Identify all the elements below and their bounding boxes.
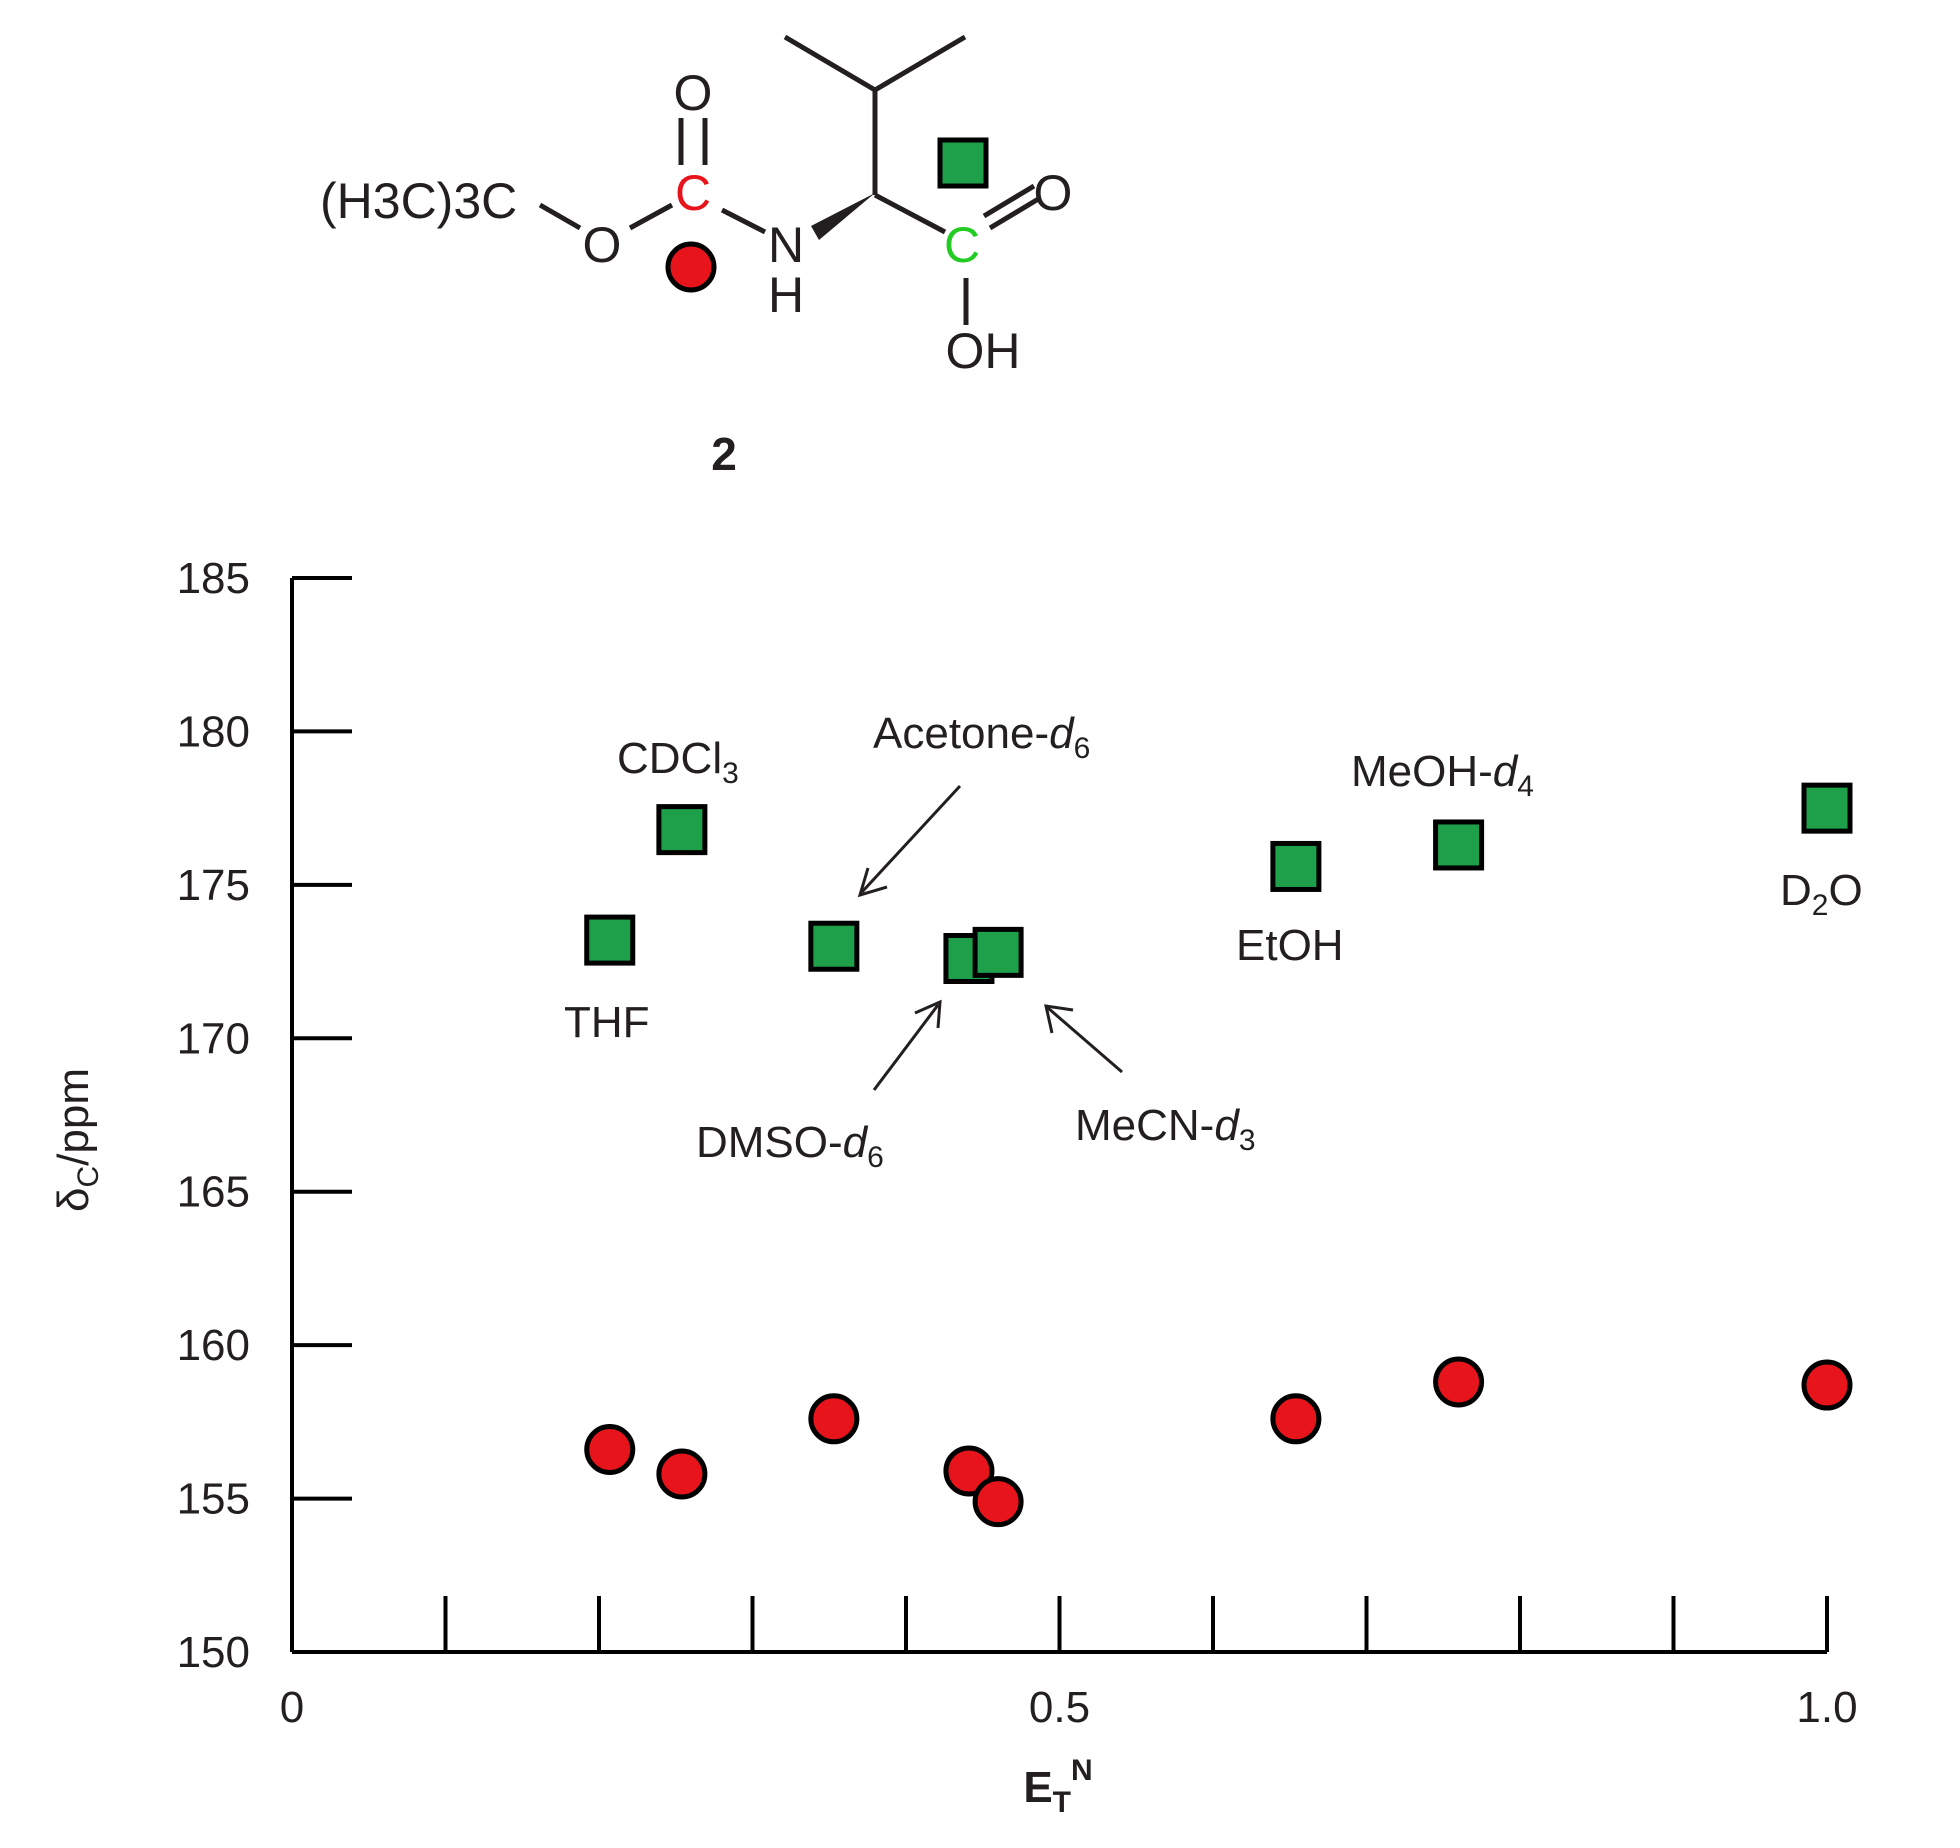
y-tick-label: 150 (177, 1628, 250, 1677)
y-tick-label: 160 (177, 1321, 250, 1370)
label-acetone: Acetone-d6 (873, 709, 1090, 765)
label-mecn: MeCN-d3 (1075, 1101, 1256, 1157)
atom-ester-o: O (583, 217, 622, 273)
boc-group-label: (H3C)3C (320, 173, 517, 229)
atom-n: N (768, 217, 804, 273)
y-tick-label: 180 (177, 707, 250, 756)
bond (988, 195, 1042, 231)
arrow-mecn (1044, 1004, 1123, 1074)
x-tick-label: 1.0 (1796, 1683, 1857, 1732)
atom-acid-c: C (944, 217, 980, 273)
data-point-square (1433, 819, 1485, 871)
label-d2o: D2O (1780, 866, 1863, 922)
atom-oh: OH (946, 323, 1021, 379)
compound-label: 2 (711, 428, 737, 480)
y-axis-title: δC/ppm (49, 1068, 105, 1212)
bond (982, 183, 1036, 219)
wedge-bond (811, 193, 875, 240)
y-tick-label: 170 (177, 1014, 250, 1063)
x-tick-label: 0.5 (1029, 1683, 1090, 1732)
y-tick-label: 165 (177, 1168, 250, 1217)
annotation-arrows (857, 784, 1123, 1091)
y-tick-label: 175 (177, 861, 250, 910)
bond (873, 34, 967, 93)
annotations: THF CDCl3 Acetone-d6 DMSO-d6 MeCN-d3 EtO… (564, 709, 1863, 1174)
label-thf: THF (564, 998, 650, 1047)
data-point-circle (1801, 1359, 1853, 1411)
chart-axes: 0 0.5 1.0 150 155 160 165 170 175 180 185 (177, 554, 1858, 1732)
arrow-acetone (857, 784, 962, 898)
atom-carbamate-c: C (675, 165, 711, 221)
bond (628, 202, 674, 231)
bond (783, 34, 877, 93)
data-point-circle (972, 1476, 1024, 1528)
chart-marks (584, 782, 1853, 1528)
x-tick-label: 0 (280, 1683, 304, 1732)
label-etoh: EtOH (1236, 921, 1344, 970)
y-tick-label: 185 (177, 554, 250, 603)
data-point-square (1270, 840, 1322, 892)
structure-diagram (538, 34, 1042, 325)
legend-square-marker (937, 137, 989, 189)
data-point-circle (943, 1445, 995, 1497)
bond (720, 207, 767, 235)
label-cdcl3: CDCl3 (617, 734, 739, 790)
data-point-square (656, 804, 708, 856)
atom-carbonyl-o: O (674, 65, 713, 121)
data-point-square (972, 926, 1024, 978)
data-point-circle (1270, 1393, 1322, 1445)
data-point-circle (1433, 1356, 1485, 1408)
legend-circle-marker (665, 241, 717, 293)
data-point-circle (656, 1448, 708, 1500)
atom-nh-h: H (768, 267, 804, 323)
data-point-square (584, 914, 636, 966)
label-dmso: DMSO-d6 (696, 1118, 884, 1174)
bond (873, 192, 947, 235)
data-point-circle (808, 1393, 860, 1445)
bond (538, 202, 582, 231)
atom-acid-o: O (1034, 165, 1073, 221)
y-tick-label: 155 (177, 1475, 250, 1524)
data-point-circle (584, 1423, 636, 1475)
data-point-square (808, 920, 860, 972)
label-meoh: MeOH-d4 (1351, 747, 1534, 803)
x-axis-title: ETN (1023, 1754, 1092, 1819)
data-point-square (1801, 782, 1853, 834)
arrow-dmso (872, 999, 942, 1091)
